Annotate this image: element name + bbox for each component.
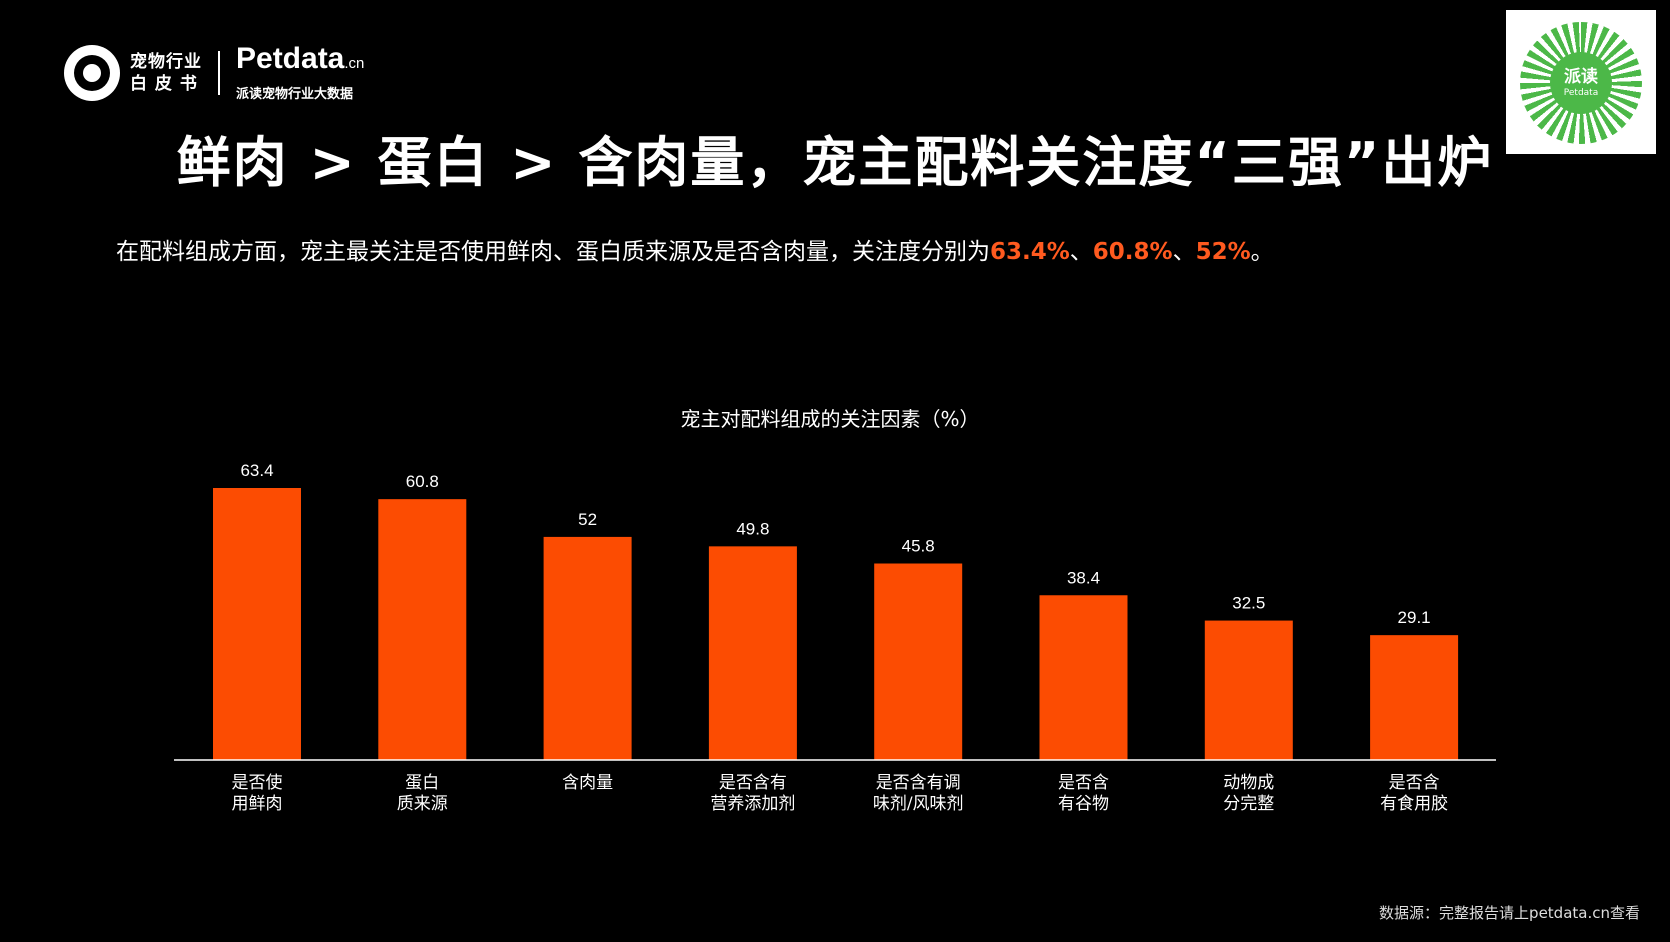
category-label: 质来源: [397, 794, 448, 814]
page-title: 鲜肉 > 蛋白 > 含肉量，宠主配料关注度“三强”出炉: [176, 131, 1494, 194]
category-label: 分完整: [1223, 794, 1274, 814]
bar-value-label: 60.8: [406, 472, 439, 491]
logo-line-2: 白 皮 书: [130, 74, 198, 94]
qr-center-badge: 派读 Petdata: [1550, 52, 1612, 114]
bar-value-label: 29.1: [1398, 608, 1431, 627]
brand-subtitle: 派读宠物行业大数据: [236, 87, 354, 102]
data-source-note: 数据源：完整报告请上petdata.cn查看: [1379, 904, 1640, 922]
qr-sublabel: Petdata: [1563, 88, 1599, 98]
logo: 宠物行业 白 皮 书 Petdata.cn 派读宠物行业大数据: [64, 44, 364, 102]
brand-suffix: .cn: [344, 55, 365, 72]
logo-line-1: 宠物行业: [130, 52, 202, 72]
category-label: 味剂/风味剂: [873, 794, 964, 814]
bar-value-label: 63.4: [240, 461, 273, 480]
bar-value-label: 38.4: [1067, 568, 1100, 587]
logo-divider: [218, 51, 220, 95]
summary-separator-1: 、: [1069, 239, 1093, 265]
mini-program-qr-code[interactable]: 派读 Petdata: [1506, 10, 1656, 154]
bar-value-label: 52: [578, 510, 597, 529]
bar: [378, 499, 467, 760]
bar-chart: 宠主对配料组成的关注因素（%） 63.4 是否使用鲜肉 60.8 蛋白质来源 52 含肉量 4…: [174, 407, 1496, 814]
bar: [213, 488, 301, 760]
brand-name: Petdata.cn: [236, 42, 365, 75]
summary-suffix: 。: [1250, 239, 1274, 265]
bar-value-label: 32.5: [1232, 594, 1265, 613]
chart-title: 宠主对配料组成的关注因素（%）: [680, 407, 979, 431]
category-label: 是否使: [232, 772, 283, 793]
category-label: 是否含有: [719, 773, 787, 793]
summary-text: 在配料组成方面，宠主最关注是否使用鲜肉、蛋白质来源及是否含肉量，关注度分别为63…: [116, 232, 1274, 266]
logo-title: 宠物行业 白 皮 书: [130, 51, 202, 95]
category-label: 蛋白: [405, 773, 439, 793]
summary-value-1: 63.4%: [990, 239, 1070, 265]
dog-cat-logo-icon: [64, 45, 120, 101]
bar: [1204, 620, 1293, 760]
bar: [874, 563, 963, 760]
category-label: 动物成: [1223, 773, 1274, 793]
category-label: 有食用胶: [1380, 794, 1448, 814]
brand: Petdata.cn 派读宠物行业大数据: [236, 42, 365, 103]
bar-value-label: 45.8: [902, 537, 935, 556]
bar: [1039, 595, 1128, 760]
category-label: 营养添加剂: [710, 794, 795, 814]
category-label: 有谷物: [1058, 794, 1109, 814]
category-label: 含肉量: [562, 773, 613, 793]
summary-value-2: 60.8%: [1092, 239, 1173, 265]
category-label: 用鲜肉: [232, 794, 283, 814]
summary-prefix: 在配料组成方面，宠主最关注是否使用鲜肉、蛋白质来源及是否含肉量，关注度分别为: [116, 239, 990, 265]
bar: [543, 536, 632, 760]
category-label: 是否含有调: [876, 773, 961, 793]
qr-label: 派读: [1564, 67, 1598, 87]
summary-value-3: 52%: [1195, 239, 1251, 265]
bar: [708, 546, 797, 760]
bar: [1370, 635, 1459, 760]
summary-separator-2: 、: [1172, 239, 1196, 265]
category-label: 是否含: [1389, 773, 1440, 793]
bar-value-label: 49.8: [736, 519, 769, 538]
category-label: 是否含: [1058, 773, 1109, 793]
